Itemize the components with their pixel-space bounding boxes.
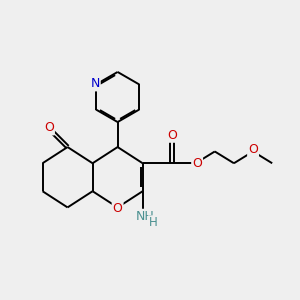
Text: O: O xyxy=(44,122,54,134)
Text: O: O xyxy=(167,129,177,142)
Text: H: H xyxy=(148,216,157,229)
Text: N: N xyxy=(90,77,100,90)
Text: O: O xyxy=(192,157,202,170)
Text: NH: NH xyxy=(136,210,155,223)
Text: O: O xyxy=(113,202,122,215)
Text: O: O xyxy=(248,143,258,157)
